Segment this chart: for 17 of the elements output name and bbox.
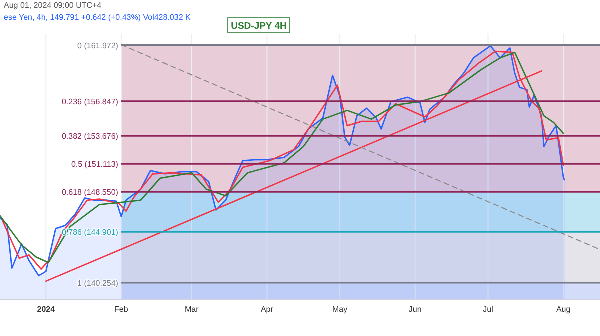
x-tick-label: Jul xyxy=(483,305,494,314)
x-tick-label: Apr xyxy=(260,305,274,314)
text: Aug 01, 2024 09:00 UTC+4 xyxy=(4,1,102,10)
x-tick-label: 2024 xyxy=(37,305,56,314)
chart-subtitle: ese Yen, 4h, 149.791 +0.642 (+0.43%) Vol428.032 K xyxy=(4,13,192,22)
ref-line-label: 0.236 (156.847) xyxy=(62,97,119,106)
ref-line-label: 1 (140.254) xyxy=(78,278,119,288)
ref-line-label: 0.618 (148.550) xyxy=(62,188,119,198)
ref-line-label: 0.382 (153.676) xyxy=(62,132,119,142)
x-tick-label: Feb xyxy=(114,305,129,314)
x-tick-label: May xyxy=(332,305,348,314)
chart-title: USD-JPY 4H xyxy=(231,21,288,32)
x-tick-label: Jun xyxy=(408,305,422,314)
x-tick-label: Aug xyxy=(556,305,571,314)
x-tick-label: Mar xyxy=(185,305,200,314)
ref-line-label: 0.5 (151.113) xyxy=(71,160,119,170)
ref-line-label: 0 (161.972) xyxy=(78,41,119,50)
